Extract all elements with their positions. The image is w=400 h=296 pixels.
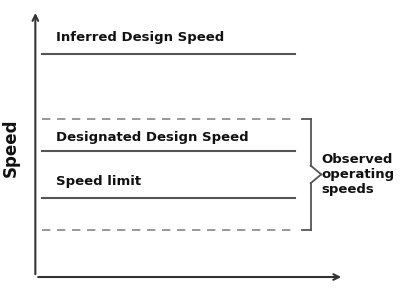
Text: Speed limit: Speed limit — [56, 175, 142, 188]
Text: Designated Design Speed: Designated Design Speed — [56, 131, 249, 144]
Text: Inferred Design Speed: Inferred Design Speed — [56, 31, 225, 44]
Text: Observed
operating
speeds: Observed operating speeds — [321, 153, 394, 196]
Text: Speed: Speed — [2, 119, 20, 177]
